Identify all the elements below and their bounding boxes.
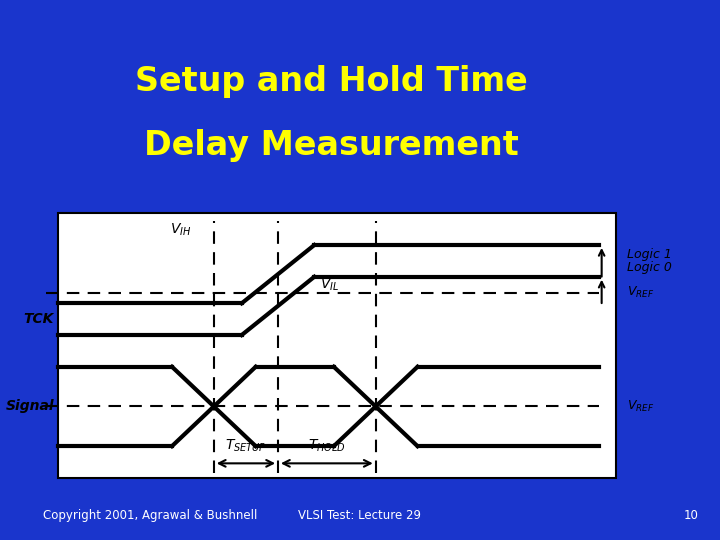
Text: Setup and Hold Time: Setup and Hold Time (135, 64, 528, 98)
Text: $V_{IH}$: $V_{IH}$ (170, 221, 191, 238)
Text: Signal: Signal (5, 400, 54, 414)
Text: TCK: TCK (24, 312, 54, 326)
Text: $T_{SETUP}$: $T_{SETUP}$ (225, 437, 267, 454)
Text: Logic 0: Logic 0 (626, 261, 672, 274)
Text: $V_{REF}$: $V_{REF}$ (626, 285, 654, 300)
Text: VLSI Test: Lecture 29: VLSI Test: Lecture 29 (299, 509, 421, 522)
Text: Copyright 2001, Agrawal & Bushnell: Copyright 2001, Agrawal & Bushnell (43, 509, 258, 522)
Bar (58, 213, 616, 478)
Text: $T_{HOLD}$: $T_{HOLD}$ (308, 437, 346, 454)
Text: $V_{REF}$: $V_{REF}$ (626, 399, 654, 414)
Text: Logic 1: Logic 1 (626, 248, 672, 261)
Text: $V_{IL}$: $V_{IL}$ (320, 276, 339, 293)
Text: 10: 10 (683, 509, 698, 522)
Text: Delay Measurement: Delay Measurement (144, 129, 518, 163)
